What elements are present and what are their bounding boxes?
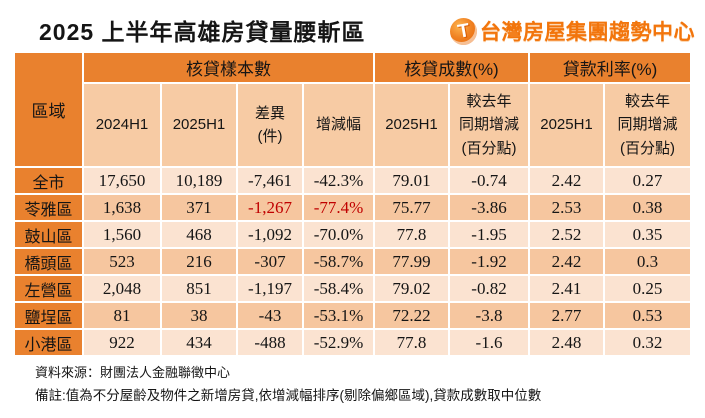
table-cell: 2.42 <box>528 166 606 195</box>
table-cell: -58.4% <box>302 274 375 303</box>
table-cell: -0.74 <box>447 166 531 195</box>
col-header-rate-2025h1: 2025H1 <box>528 82 606 168</box>
table-cell: 1,560 <box>82 220 162 249</box>
table-row-xiaogang: 小港區 922 434 -488 -52.9% 77.8 -1.6 2.48 0… <box>13 328 693 357</box>
col-header-2024h1: 2024H1 <box>82 82 162 168</box>
table-cell: -42.3% <box>302 166 375 195</box>
table-cell: 434 <box>160 328 238 357</box>
table-row-zuoying: 左營區 2,048 851 -1,197 -58.4% 79.02 -0.82 … <box>13 274 693 303</box>
corner-header-region: 區域 <box>13 51 84 168</box>
table-row-qiaotou: 橋頭區 523 216 -307 -58.7% 77.99 -1.92 2.42… <box>13 247 693 276</box>
group-header-ltv-ratio: 核貸成數(%) <box>372 51 531 84</box>
table-cell: -488 <box>236 328 304 357</box>
loan-data-table: 區域 核貸樣本數 核貸成數(%) 貸款利率(%) 2024H1 2025H1 差… <box>13 51 693 357</box>
table-cell: 75.77 <box>373 193 450 222</box>
table-cell: 17,650 <box>82 166 162 195</box>
table-cell: 10,189 <box>160 166 238 195</box>
col-header-change-rate: 增減幅 <box>302 82 375 168</box>
table-cell: 81 <box>82 301 162 330</box>
group-header-approved-samples: 核貸樣本數 <box>82 51 375 84</box>
table-cell: 72.22 <box>373 301 450 330</box>
table-cell: 0.25 <box>603 274 693 303</box>
region-cell: 鼓山區 <box>13 220 84 249</box>
table-cell: 2.48 <box>528 328 606 357</box>
table-cell: 79.01 <box>373 166 450 195</box>
table-cell: -1.6 <box>447 328 531 357</box>
table-cell: 0.32 <box>603 328 693 357</box>
region-cell: 左營區 <box>13 274 84 303</box>
table-cell: 0.38 <box>603 193 693 222</box>
table-cell: 1,638 <box>82 193 162 222</box>
table-cell: 468 <box>160 220 238 249</box>
table-cell: -307 <box>236 247 304 276</box>
table-cell: -70.0% <box>302 220 375 249</box>
table-cell: 523 <box>82 247 162 276</box>
brand-logo-text: 台灣房屋集團趨勢中心 <box>480 21 695 44</box>
page-title: 2025 上半年高雄房貸量腰斬區 <box>39 19 366 45</box>
table-cell: -43 <box>236 301 304 330</box>
table-cell: -1.95 <box>447 220 531 249</box>
table-cell: -1.92 <box>447 247 531 276</box>
table-cell: 79.02 <box>373 274 450 303</box>
table-cell: -58.7% <box>302 247 375 276</box>
table-row-citywide: 全市 17,650 10,189 -7,461 -42.3% 79.01 -0.… <box>13 166 693 195</box>
table-cell-negative-highlight: -77.4% <box>302 193 375 222</box>
table-cell: 77.8 <box>373 328 450 357</box>
header-sub-row: 2024H1 2025H1 差異 (件) 增減幅 2025H1 較去年 同期增減… <box>14 82 693 168</box>
table-cell: 2.77 <box>528 301 606 330</box>
table-cell: -3.86 <box>447 193 531 222</box>
table-row-gushan: 鼓山區 1,560 468 -1,092 -70.0% 77.8 -1.95 2… <box>13 220 693 249</box>
table-cell: -1,197 <box>236 274 304 303</box>
group-header-loan-rate: 貸款利率(%) <box>528 51 693 84</box>
region-cell: 小港區 <box>13 328 84 357</box>
col-header-ltv-yoy-change: 較去年 同期增減 (百分點) <box>447 82 531 168</box>
table-cell: 2.53 <box>528 193 606 222</box>
table-cell: 0.3 <box>603 247 693 276</box>
data-source-note: 資料來源：財團法人金融聯徵中心 <box>35 365 231 380</box>
table-cell: 851 <box>160 274 238 303</box>
table-cell: 2.52 <box>528 220 606 249</box>
region-cell: 橋頭區 <box>13 247 84 276</box>
table-cell: 922 <box>82 328 162 357</box>
col-header-rate-yoy-change: 較去年 同期增減 (百分點) <box>603 82 693 168</box>
taiwan-housing-logo-icon: T <box>450 17 477 45</box>
table-cell: 371 <box>160 193 238 222</box>
col-header-ltv-2025h1: 2025H1 <box>373 82 450 168</box>
table-cell: -0.82 <box>447 274 531 303</box>
table-cell: 0.53 <box>603 301 693 330</box>
col-header-2025h1: 2025H1 <box>160 82 238 168</box>
region-cell: 苓雅區 <box>13 193 84 222</box>
methodology-note: 備註:值為不分屋齡及物件之新增房貸,依增減幅排序(剔除偏鄉區域),貸款成數取中位… <box>35 388 542 403</box>
table-row-yancheng: 鹽埕區 81 38 -43 -53.1% 72.22 -3.8 2.77 0.5… <box>13 301 693 330</box>
table-cell: 38 <box>160 301 238 330</box>
table-cell: 2.42 <box>528 247 606 276</box>
col-header-difference: 差異 (件) <box>236 82 304 168</box>
table-cell-negative-highlight: -1,267 <box>236 193 304 222</box>
region-cell: 全市 <box>13 166 84 195</box>
header-group-row: 區域 核貸樣本數 核貸成數(%) 貸款利率(%) <box>13 51 693 168</box>
table-row-lingya: 苓雅區 1,638 371 -1,267 -77.4% 75.77 -3.86 … <box>13 193 693 222</box>
table-cell: 77.8 <box>373 220 450 249</box>
brand-logo: T 台灣房屋集團趨勢中心 <box>450 16 695 46</box>
region-cell: 鹽埕區 <box>13 301 84 330</box>
table-cell: -53.1% <box>302 301 375 330</box>
table-cell: 0.27 <box>603 166 693 195</box>
table-cell: 2.41 <box>528 274 606 303</box>
table-cell: 0.35 <box>603 220 693 249</box>
table-cell: 77.99 <box>373 247 450 276</box>
table-cell: -1,092 <box>236 220 304 249</box>
table-cell: -52.9% <box>302 328 375 357</box>
table-cell: 2,048 <box>82 274 162 303</box>
table-cell: 216 <box>160 247 238 276</box>
table-cell: -3.8 <box>447 301 531 330</box>
logo-letter: T <box>455 19 472 43</box>
table-cell: -7,461 <box>236 166 304 195</box>
